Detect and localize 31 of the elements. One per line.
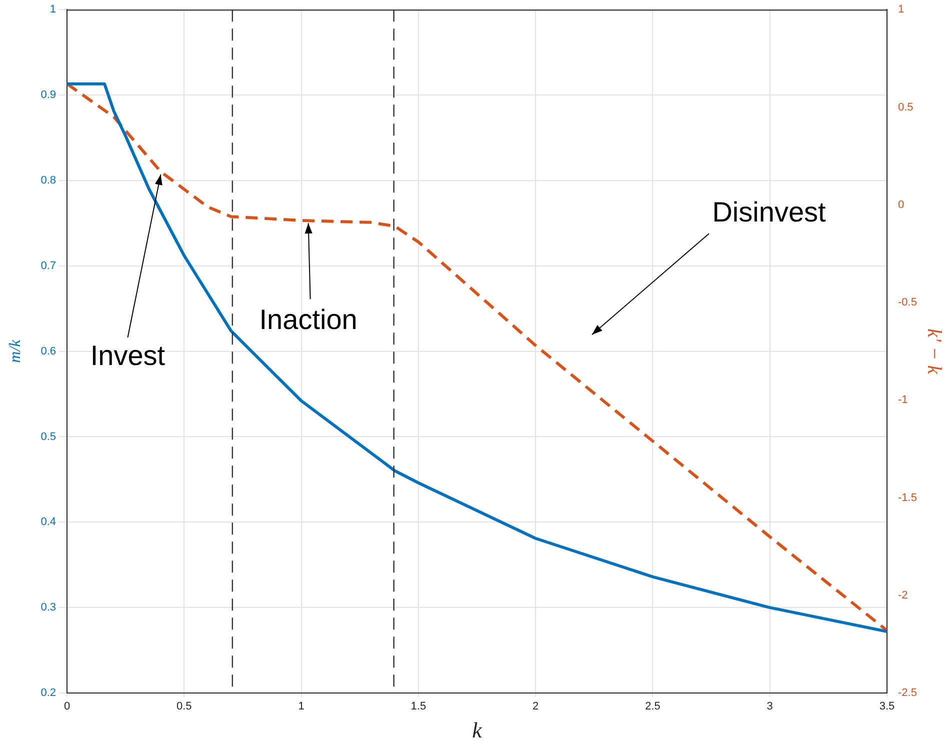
x-axis-title: k: [472, 718, 484, 743]
annotation: Disinvest: [712, 196, 826, 228]
y-tick-label: 0.8: [40, 174, 56, 186]
x-tick-label: 0.5: [176, 700, 192, 713]
y2-tick-label: -0.5: [898, 296, 917, 309]
y2-tick-label: -2: [898, 589, 908, 602]
y-tick-label: 0.5: [40, 430, 56, 443]
y-tick-label: 1: [50, 4, 56, 16]
x-tick-label: 0: [64, 700, 70, 713]
annotation: Invest: [90, 340, 166, 372]
y-tick-label: 0.6: [40, 345, 56, 358]
y-tick-label: 0.4: [40, 516, 56, 528]
x-tick-label: 1.5: [410, 700, 426, 713]
y2-tick-label: -1.5: [898, 492, 917, 504]
y-tick-label: 0.2: [40, 687, 56, 700]
y2-tick-label: 0.5: [898, 101, 914, 114]
y-tick-label: 0.7: [40, 260, 56, 272]
y2-axis-title: k′ − k: [922, 328, 945, 376]
y2-tick-label: -2.5: [898, 687, 917, 700]
x-tick-label: 2.5: [645, 700, 660, 713]
y-axis-title: m/k: [6, 338, 24, 363]
y2-tick-label: 0: [898, 198, 904, 211]
x-tick-label: 3.5: [879, 700, 895, 713]
y2-tick-label: 1: [898, 4, 904, 16]
annotation: Inaction: [259, 304, 358, 335]
y-tick-label: 0.3: [40, 602, 56, 614]
y-tick-label: 0.9: [40, 89, 56, 102]
x-tick-label: 3: [766, 700, 773, 713]
x-tick-label: 2: [532, 700, 539, 713]
y2-tick-label: -1: [898, 394, 908, 406]
x-tick-label: 1: [298, 700, 304, 713]
